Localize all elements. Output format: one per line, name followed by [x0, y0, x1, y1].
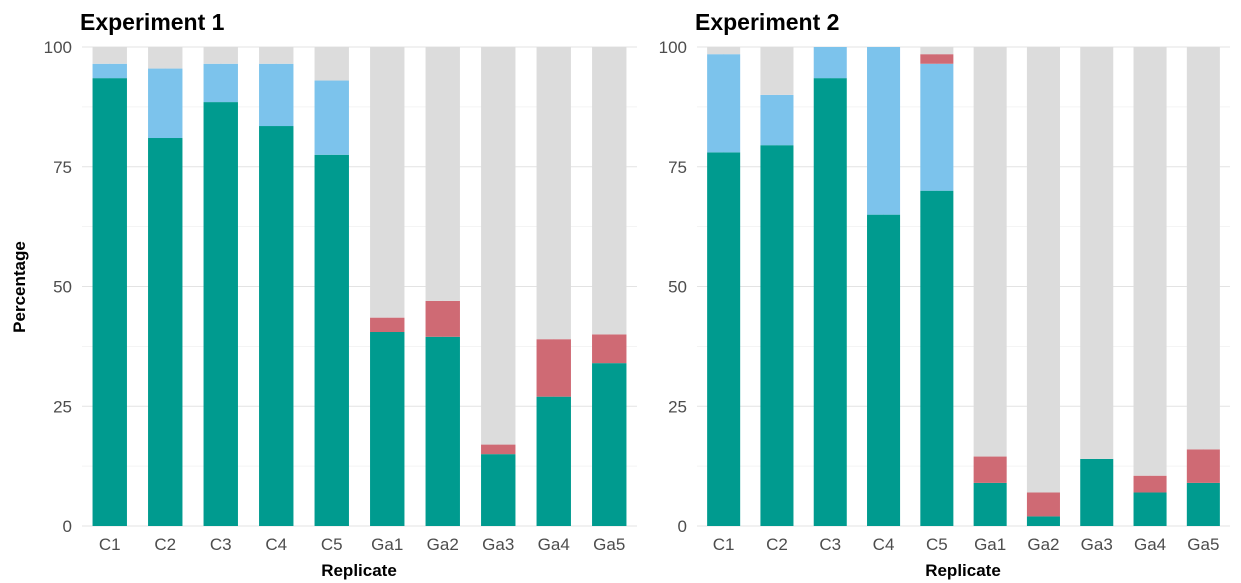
bar-segment	[92, 63, 127, 79]
x-tick-label: Ga1	[974, 535, 1006, 554]
bar-segment	[92, 78, 127, 526]
bar-segment	[314, 47, 349, 81]
y-tick-label: 100	[44, 38, 72, 57]
bar-segment	[203, 47, 238, 64]
y-tick-label: 0	[63, 517, 72, 536]
bar-segment	[536, 396, 571, 526]
bar-segment	[973, 482, 1007, 526]
bar-segment	[148, 47, 183, 69]
x-tick-label: C2	[766, 535, 788, 554]
x-tick-label: Ga1	[371, 535, 403, 554]
bar-segment	[760, 94, 794, 146]
bar-segment	[920, 190, 954, 526]
y-tick-label: 0	[678, 517, 687, 536]
bar-segment	[760, 47, 794, 95]
bar-segment	[314, 80, 349, 155]
y-tick-label: 100	[659, 38, 687, 57]
bar-segment	[148, 68, 183, 139]
bar-segment	[973, 456, 1007, 483]
bar-segment	[973, 47, 1007, 457]
bar-segment	[259, 63, 294, 127]
experiment-2-panel: 0 25 50 75 100 C1 C2 C3 C4 C5 Ga1 Ga2 Ga3 Ga4 Ga5 Exper…	[659, 9, 1230, 580]
bar-segment	[920, 54, 954, 64]
x-tick-label: C5	[321, 535, 343, 554]
bar-segment	[592, 363, 627, 526]
x-tick-label: Ga3	[482, 535, 514, 554]
x-tick-label: C4	[265, 535, 287, 554]
x-tick-label: C1	[99, 535, 121, 554]
bar-segment	[813, 47, 847, 79]
y-tick-label: 25	[53, 397, 72, 416]
bar-segment	[1186, 47, 1220, 450]
bar-segment	[1186, 449, 1220, 483]
bar-segment	[1026, 516, 1060, 526]
x-tick-label: C5	[926, 535, 948, 554]
bar-segment	[1186, 482, 1220, 526]
bar-segment	[920, 63, 954, 191]
bar-segment	[1026, 47, 1060, 493]
y-tick-label: 75	[668, 158, 687, 177]
x-tick-label: C1	[713, 535, 735, 554]
bar-segment	[813, 78, 847, 526]
bar-segment	[1080, 47, 1114, 459]
bar-segment	[707, 47, 741, 55]
bar-segment	[425, 47, 460, 301]
bar-segment	[370, 47, 405, 318]
bar-segment	[867, 47, 901, 215]
bar-segment	[592, 334, 627, 364]
panel-title: Experiment 1	[80, 9, 225, 35]
bar-segment	[481, 444, 516, 455]
x-tick-label: Ga2	[1027, 535, 1059, 554]
bar-segment	[707, 54, 741, 153]
bar-segment	[707, 152, 741, 526]
x-tick-label: Ga5	[1187, 535, 1219, 554]
y-tick-label: 75	[53, 158, 72, 177]
bar-segment	[425, 300, 460, 337]
bar-segment	[1133, 475, 1167, 493]
x-tick-label: Ga3	[1081, 535, 1113, 554]
x-tick-label: Ga4	[1134, 535, 1166, 554]
x-axis-title: Replicate	[321, 561, 397, 580]
bar-segment	[314, 154, 349, 526]
x-tick-label: C3	[819, 535, 841, 554]
y-axis-title: Percentage	[10, 241, 29, 333]
bar-segment	[760, 145, 794, 526]
y-tick-label: 50	[53, 278, 72, 297]
bar-segment	[425, 336, 460, 526]
bar-segment	[203, 102, 238, 527]
y-tick-label: 50	[668, 278, 687, 297]
x-tick-label: C2	[154, 535, 176, 554]
x-tick-label: Ga4	[538, 535, 570, 554]
bar-segment	[920, 47, 954, 55]
x-tick-label: Ga2	[427, 535, 459, 554]
experiment-1-panel: 0 25 50 75 100 C1 C2 C3 C4 C5 Ga1 Ga2 Ga3 Ga4 Ga5 Exper…	[10, 9, 637, 580]
bar-segment	[1026, 492, 1060, 517]
x-tick-label: Ga5	[593, 535, 625, 554]
bar-segment	[481, 47, 516, 445]
bar-segment	[536, 339, 571, 397]
bar-segment	[1133, 492, 1167, 526]
bar-segment	[203, 63, 238, 103]
bar-segment	[148, 138, 183, 526]
bar-segment	[370, 317, 405, 333]
bar-segment	[92, 47, 127, 64]
bar-segment	[259, 126, 294, 526]
bar-segment	[592, 47, 627, 335]
bar-segment	[536, 47, 571, 340]
y-tick-label: 25	[668, 397, 687, 416]
panel-title: Experiment 2	[695, 9, 839, 35]
x-axis-title: Replicate	[925, 561, 1001, 580]
bar-segment	[259, 47, 294, 64]
bar-segment	[370, 332, 405, 526]
bar-segment	[867, 214, 901, 526]
x-tick-label: C4	[873, 535, 895, 554]
bar-segment	[481, 454, 516, 526]
bar-segment	[1080, 458, 1114, 526]
bar-segment	[1133, 47, 1167, 476]
x-tick-label: C3	[210, 535, 232, 554]
